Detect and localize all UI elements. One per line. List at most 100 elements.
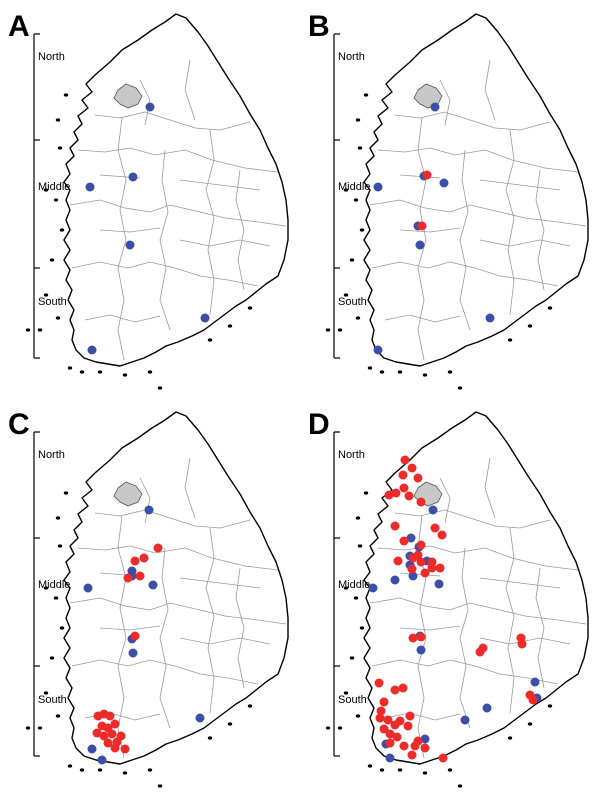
district-border [439, 477, 451, 524]
red-point [103, 738, 113, 748]
island [349, 656, 355, 660]
island [367, 366, 373, 370]
red-point [105, 711, 115, 721]
island [55, 118, 61, 122]
island [79, 370, 85, 374]
red-point [390, 685, 400, 695]
island [343, 691, 349, 695]
island [363, 93, 369, 97]
island [227, 324, 233, 328]
map-svg: C North Middle South [8, 408, 289, 788]
district-border [205, 527, 215, 714]
island [379, 768, 385, 772]
district-border [139, 79, 151, 126]
island [147, 768, 153, 772]
island [59, 626, 65, 630]
red-point [374, 678, 384, 688]
district-border [184, 457, 196, 519]
region-label-middle: Middle [338, 579, 370, 591]
red-point [413, 736, 423, 746]
blue-point [373, 345, 383, 355]
island [122, 771, 128, 775]
red-point [435, 563, 445, 573]
red-point [417, 221, 427, 231]
map-panel-d: D North Middle South [300, 398, 600, 796]
island [343, 188, 349, 192]
blue-point [434, 579, 444, 589]
district-border [399, 227, 461, 233]
blue-point [530, 677, 540, 687]
red-point [427, 557, 437, 567]
red-point [525, 690, 535, 700]
island [349, 258, 355, 262]
blue-point [200, 313, 210, 323]
island [49, 656, 55, 660]
blue-point [428, 505, 438, 515]
district-border [459, 149, 471, 331]
red-point [405, 711, 415, 721]
blue-point [83, 583, 93, 593]
island [422, 373, 428, 377]
district-border [77, 147, 279, 173]
island [337, 328, 343, 332]
region-label-south: South [38, 296, 67, 308]
island [527, 324, 533, 328]
district-border [99, 625, 161, 631]
district-border [94, 509, 251, 529]
red-point [375, 713, 385, 723]
island [43, 293, 49, 297]
red-point [400, 455, 410, 465]
red-point [383, 715, 393, 725]
red-point [420, 743, 430, 753]
district-border [484, 59, 496, 121]
region-label-middle: Middle [38, 579, 70, 591]
district-border [179, 577, 261, 589]
island [397, 370, 403, 374]
red-point [398, 683, 408, 693]
blue-point [485, 313, 495, 323]
island [122, 373, 128, 377]
red-point [384, 490, 394, 500]
seoul-area [113, 83, 143, 109]
district-border [69, 597, 287, 625]
blue-point [373, 182, 383, 192]
red-point [408, 633, 418, 643]
district-border [479, 239, 571, 247]
red-point [392, 732, 402, 742]
island [55, 316, 61, 320]
red-point [391, 488, 401, 498]
island [359, 228, 365, 232]
island [53, 596, 59, 600]
red-point [379, 724, 389, 734]
island [357, 544, 363, 548]
district-border [484, 457, 496, 519]
island [247, 704, 253, 708]
red-point [130, 556, 140, 566]
island [43, 691, 49, 695]
red-point [416, 632, 426, 642]
island [247, 306, 253, 310]
blue-point [406, 533, 416, 543]
district-border [479, 577, 561, 589]
region-label-south: South [38, 694, 67, 706]
island [447, 370, 453, 374]
red-point [404, 491, 414, 501]
blue-point [87, 345, 97, 355]
district-border [99, 227, 161, 233]
island [147, 370, 153, 374]
red-point [408, 553, 418, 563]
island [67, 366, 73, 370]
island [359, 626, 365, 630]
red-point [139, 553, 149, 563]
district-border [84, 314, 161, 323]
island [547, 704, 553, 708]
blue-point [420, 734, 430, 744]
island [57, 544, 63, 548]
map-panel-a: A North Middle South [0, 0, 300, 398]
red-point [130, 631, 140, 641]
map-panel-b: B North Middle South [300, 0, 600, 398]
red-point [390, 521, 400, 531]
island [547, 306, 553, 310]
district-border [377, 545, 579, 571]
district-border [369, 597, 587, 625]
